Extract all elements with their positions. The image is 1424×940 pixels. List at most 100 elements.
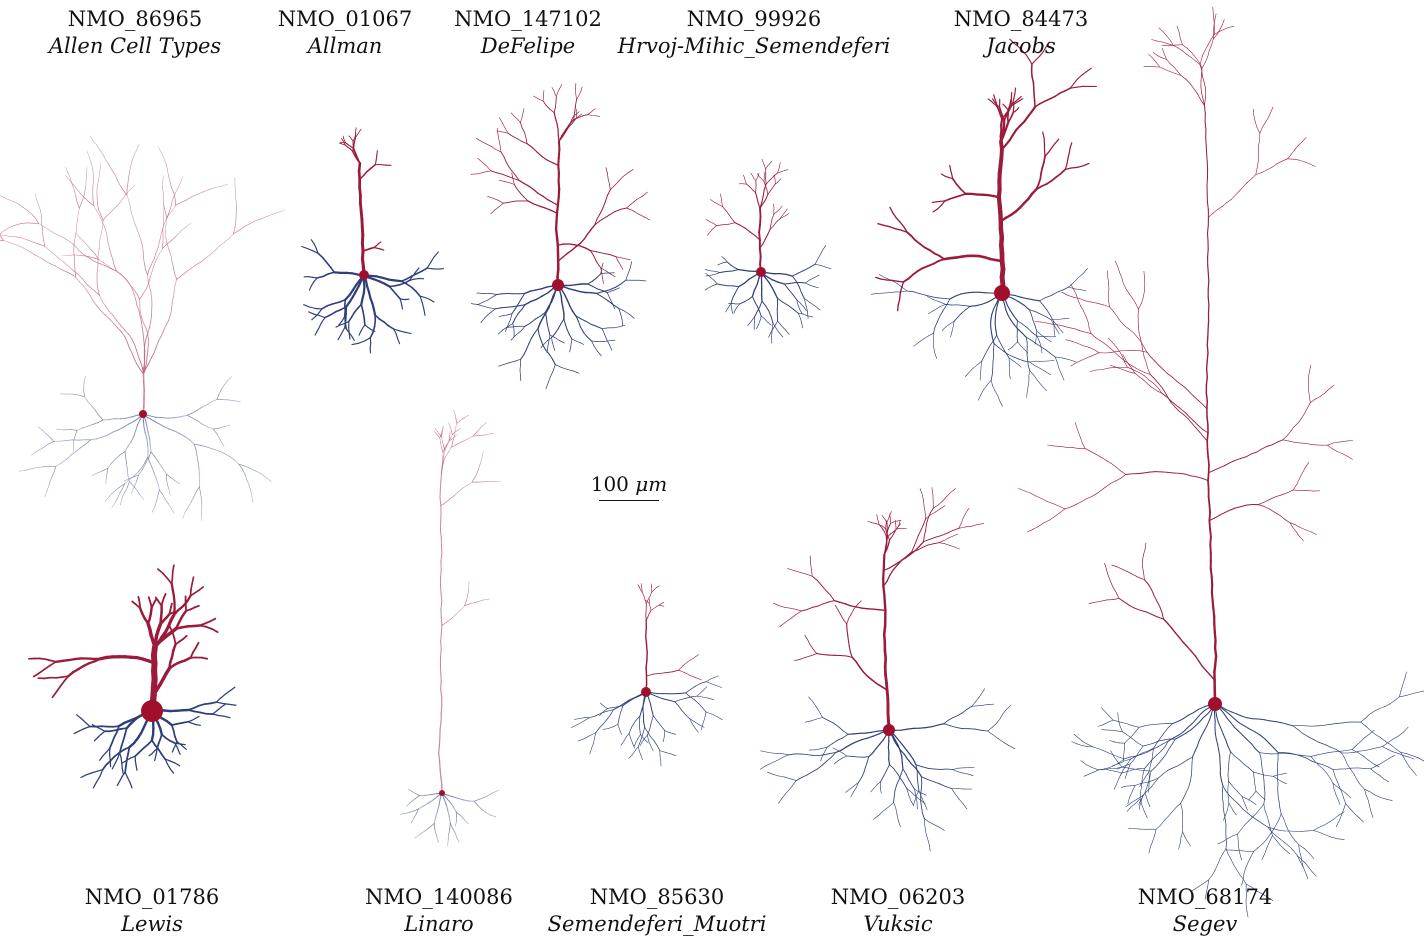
dendrite-segment (1158, 364, 1164, 370)
dendrite-segment (946, 298, 951, 306)
dendrite-segment (120, 331, 126, 338)
dendrite-segment (881, 515, 884, 519)
dendrite-segment (1132, 731, 1136, 737)
dendrite-segment (357, 340, 366, 344)
dendrite-segment (932, 260, 940, 265)
dendrite-segment (837, 609, 842, 616)
dendrite-segment (22, 207, 29, 211)
dendrite-segment (808, 696, 814, 703)
dendrite-segment (43, 240, 46, 247)
dendrite-segment (765, 762, 772, 767)
dendrite-segment (454, 832, 458, 838)
dendrite-segment (440, 704, 443, 714)
dendrite-segment (1205, 136, 1207, 146)
dendrite-segment (1008, 357, 1014, 362)
dendrite-segment (617, 260, 621, 266)
dendrite-segment (1236, 869, 1240, 875)
dendrite-segment (1204, 105, 1206, 114)
dendrite-segment (1353, 773, 1358, 780)
dendrite-segment (725, 259, 728, 263)
dendrite-segment (81, 277, 87, 284)
dendrite-segment (1117, 566, 1124, 570)
dendrite-segment (890, 531, 895, 535)
dendrite-segment (97, 419, 104, 423)
dendrite-segment (566, 328, 570, 335)
dendrite-segment (1356, 779, 1361, 786)
dendrite-segment (1261, 763, 1263, 771)
dendrite-segment (1200, 99, 1205, 106)
dendrite-segment (1164, 69, 1171, 72)
dendrite-segment (753, 311, 758, 318)
dendrite-segment (1196, 476, 1203, 479)
dendrite-segment (186, 412, 193, 416)
dendrite-segment (1036, 330, 1042, 336)
dendrite-segment (963, 305, 971, 307)
dendrite-segment (70, 273, 76, 278)
dendrite-segment (111, 502, 116, 508)
dendrite-segment (901, 762, 904, 770)
dendrite-segment (1141, 751, 1148, 755)
dendrite-segment (1226, 199, 1232, 204)
dendrite-segment (98, 415, 104, 421)
dendrite-segment (1244, 820, 1249, 826)
dendrite-segment (1030, 339, 1037, 344)
dendrite-segment (1310, 398, 1316, 404)
dendrite-segment (198, 586, 205, 591)
dendrite-segment (776, 171, 782, 174)
dendrite-segment (146, 425, 149, 434)
dendrite-segment (150, 451, 156, 458)
dendrite-segment (1259, 127, 1263, 134)
dendrite-segment (671, 669, 680, 673)
dendrite-segment (42, 429, 47, 435)
dendrite-segment (134, 223, 138, 230)
dendrite-segment (14, 223, 21, 226)
dendrite-segment (195, 261, 202, 266)
dendrite-segment (568, 123, 573, 127)
dendrite-segment (728, 302, 732, 307)
dendrite-segment (1078, 737, 1084, 742)
dendrite-segment (1059, 90, 1066, 94)
dendrite-segment (1337, 838, 1345, 840)
dendrite-segment (163, 157, 167, 164)
dendrite-segment (617, 717, 620, 725)
dendrite-segment (1251, 816, 1258, 821)
dendrite-segment (1002, 350, 1009, 355)
dendrite-segment (453, 491, 459, 496)
dendrite-segment (1192, 708, 1199, 714)
dendrite-segment (537, 327, 540, 335)
dendrite-segment (776, 757, 784, 761)
dendrite-segment (1122, 354, 1126, 360)
dendrite-segment (138, 234, 142, 241)
dendrite-segment (746, 183, 751, 188)
dendrite-segment (238, 226, 245, 231)
dendrite-segment (1137, 742, 1144, 747)
dendrite-segment (744, 177, 746, 182)
dendrite-segment (502, 122, 506, 129)
dendrite-segment (1128, 604, 1136, 609)
dendrite-segment (791, 275, 797, 282)
dendrite-segment (152, 420, 159, 424)
dendrite-segment (539, 99, 544, 102)
dendrite-segment (1139, 781, 1143, 787)
dendrite-segment (1105, 343, 1111, 349)
dendrite-segment (329, 311, 337, 316)
dendrite-segment (77, 207, 80, 215)
dendrite-segment (639, 586, 642, 591)
dendrite-segment (470, 303, 478, 305)
dendrite-segment (454, 413, 457, 420)
dendrite-segment (906, 758, 912, 765)
dendrite-segment (59, 268, 66, 272)
dendrite-segment (489, 308, 496, 314)
dendrite-segment (1234, 755, 1240, 761)
dendrite-segment (1281, 722, 1288, 725)
dendrite-segment (95, 254, 99, 260)
dendrite-segment (801, 774, 808, 779)
dendrite-segment (545, 349, 551, 356)
dendrite-segment (1185, 78, 1191, 85)
dendrite-segment (913, 342, 919, 347)
dendrite-segment (862, 756, 870, 758)
dendrite-segment (1080, 760, 1087, 765)
dendrite-segment (182, 746, 187, 750)
dendrite-segment (1120, 470, 1127, 475)
dendrite-segment (647, 595, 651, 601)
